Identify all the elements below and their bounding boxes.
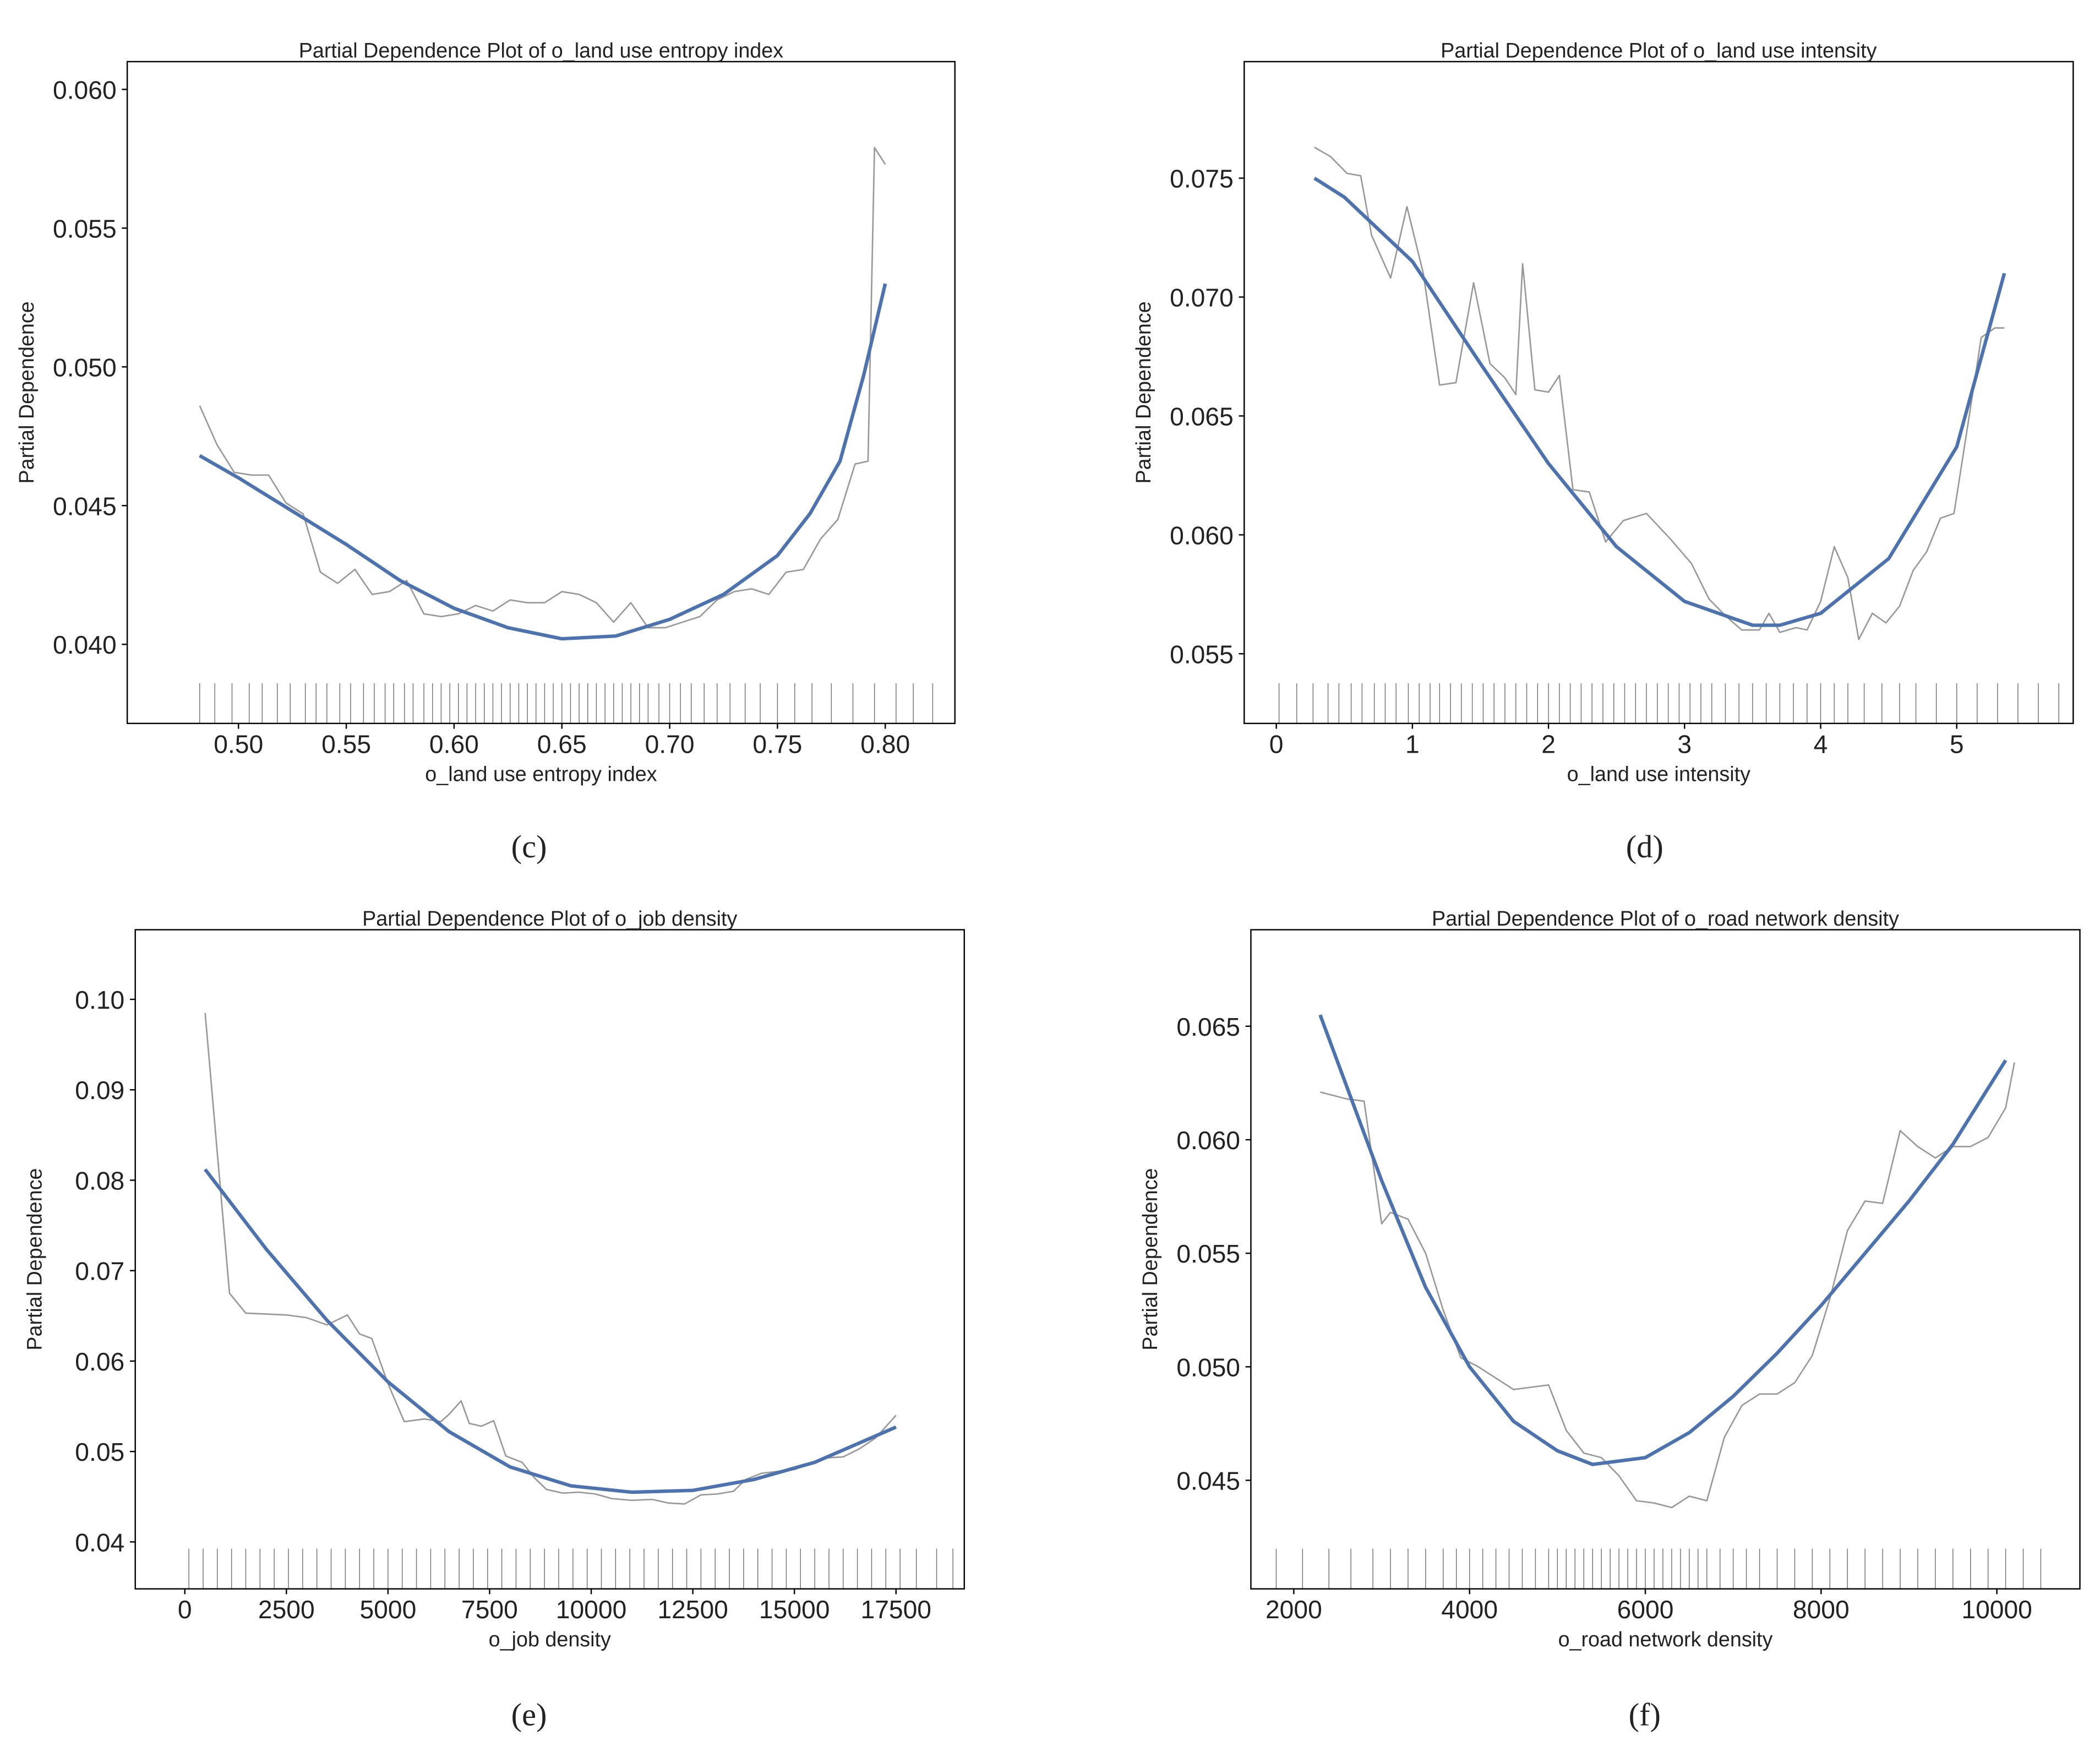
- x-tick-label: 10000: [556, 1595, 627, 1624]
- y-tick-label: 0.060: [1170, 521, 1234, 550]
- y-tick-label: 0.06: [75, 1347, 124, 1376]
- x-tick-label: 15000: [759, 1595, 830, 1624]
- y-tick-label: 0.075: [1170, 165, 1234, 193]
- chart-panel: 0 1 2 3 4 5 0.055 0.060 0.065 0.070 0.075 Partial D…: [1132, 39, 2074, 864]
- y-tick-label: 0.045: [1176, 1467, 1240, 1495]
- y-axis-label: Partial Dependence: [15, 301, 38, 483]
- x-tick-label: 5000: [359, 1595, 416, 1624]
- x-tick-label: 5: [1950, 730, 1964, 758]
- chart-panel: 0.50 0.55 0.60 0.65 0.70 0.75 0.80 0.040 0.045 0.…: [15, 39, 956, 864]
- x-tick-label: 4000: [1441, 1595, 1498, 1624]
- y-axis-label: Partial Dependence: [1138, 1168, 1161, 1350]
- x-tick-label: 2500: [258, 1595, 315, 1624]
- y-axis-label: Partial Dependence: [23, 1168, 46, 1350]
- y-tick-label: 0.07: [75, 1257, 124, 1286]
- y-tick-label: 0.05: [75, 1438, 124, 1466]
- pd-line: [1319, 1062, 2015, 1509]
- x-tick-label: 0.70: [645, 730, 695, 758]
- y-tick-label: 0.10: [75, 986, 124, 1014]
- y-tick-label: 0.065: [1176, 1013, 1240, 1041]
- y-tick-label: 0.04: [75, 1528, 124, 1557]
- fit-line: [1313, 176, 2006, 627]
- y-tick-label: 0.040: [53, 630, 117, 659]
- x-tick-label: 0.60: [429, 730, 479, 758]
- x-tick-label: 0.75: [752, 730, 802, 758]
- x-tick-label: 1: [1405, 730, 1420, 758]
- x-tick-label: 0.55: [321, 730, 371, 758]
- x-axis-label: o_land use intensity: [1567, 762, 1750, 785]
- x-tick-label: 0: [1269, 730, 1284, 758]
- chart-title: Partial Dependence Plot of o_land use en…: [299, 39, 783, 62]
- x-tick-label: 0: [178, 1595, 192, 1624]
- panel-label: (c): [511, 829, 547, 864]
- chart-panel: 2000 4000 6000 8000 10000 0.045 0.050 0.055 0.06…: [1138, 907, 2081, 1733]
- chart-title: Partial Dependence Plot of o_road networ…: [1432, 907, 1899, 930]
- y-tick-label: 0.050: [53, 353, 117, 382]
- axes-frame: [1250, 929, 2081, 1590]
- chart-title: Partial Dependence Plot of o_land use in…: [1441, 39, 1877, 62]
- pd-line: [204, 1013, 897, 1505]
- y-tick-label: 0.09: [75, 1076, 124, 1105]
- x-tick-label: 0.65: [537, 730, 587, 758]
- panel-label: (e): [511, 1697, 547, 1733]
- x-tick-label: 10000: [1961, 1595, 2032, 1624]
- fit-line: [199, 283, 887, 641]
- x-tick-label: 2: [1541, 730, 1556, 758]
- panel-label: (d): [1626, 829, 1663, 864]
- y-tick-label: 0.060: [53, 75, 117, 104]
- panel-label: (f): [1629, 1697, 1661, 1733]
- y-tick-label: 0.08: [75, 1166, 124, 1195]
- x-axis-label: o_land use entropy index: [425, 762, 657, 785]
- x-tick-label: 4: [1814, 730, 1828, 758]
- x-tick-label: 6000: [1617, 1595, 1674, 1624]
- y-tick-label: 0.050: [1176, 1353, 1240, 1381]
- y-tick-label: 0.045: [53, 492, 117, 520]
- x-tick-label: 0.50: [214, 730, 263, 758]
- pd-line: [1314, 146, 2005, 640]
- axes-frame: [134, 929, 966, 1590]
- chart-panel: 0 2500 5000 7500 10000 12500 15000 17500 0.04 0.0…: [23, 907, 966, 1733]
- chart-title: Partial Dependence Plot of o_job density: [362, 907, 737, 930]
- fit-line: [204, 1168, 897, 1494]
- pd-line: [199, 146, 886, 629]
- x-tick-label: 0.80: [860, 730, 910, 758]
- x-tick-label: 2000: [1266, 1595, 1322, 1624]
- y-axis-label: Partial Dependence: [1132, 301, 1155, 483]
- x-tick-label: 17500: [860, 1595, 931, 1624]
- y-tick-label: 0.055: [53, 214, 117, 243]
- x-tick-label: 12500: [657, 1595, 728, 1624]
- y-tick-label: 0.060: [1176, 1126, 1240, 1155]
- x-tick-label: 8000: [1793, 1595, 1850, 1624]
- y-tick-label: 0.055: [1170, 640, 1234, 668]
- x-tick-label: 3: [1677, 730, 1692, 758]
- y-tick-label: 0.055: [1176, 1239, 1240, 1268]
- x-tick-label: 7500: [461, 1595, 518, 1624]
- fit-line: [1318, 1014, 2008, 1466]
- y-tick-label: 0.070: [1170, 284, 1234, 312]
- x-axis-label: o_road network density: [1558, 1628, 1773, 1651]
- axes-frame: [126, 61, 956, 725]
- y-tick-label: 0.065: [1170, 402, 1234, 431]
- x-axis-label: o_job density: [489, 1628, 611, 1651]
- axes-frame: [1243, 61, 2074, 725]
